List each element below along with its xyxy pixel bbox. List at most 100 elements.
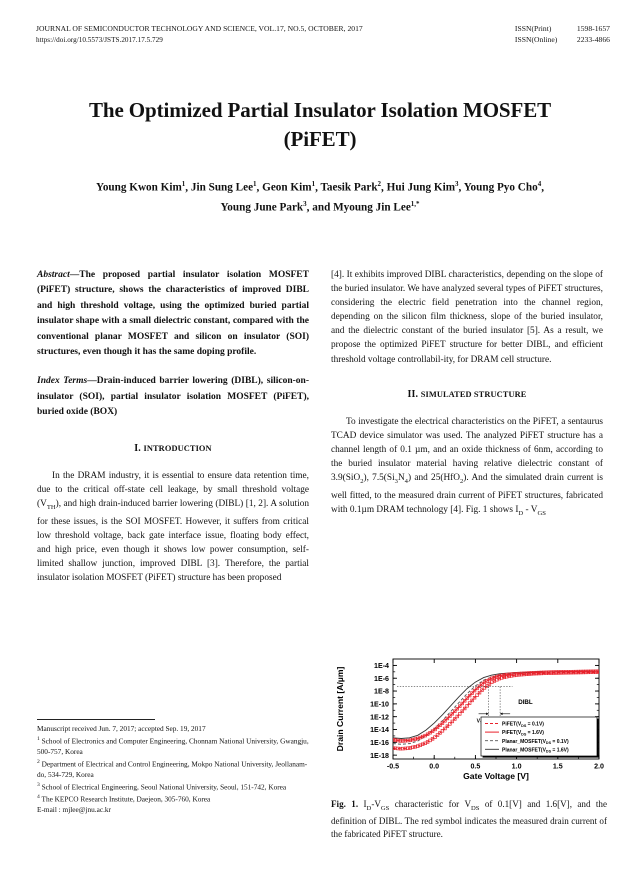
sim-text-f: - V (523, 505, 538, 516)
caption-b: -V (371, 799, 381, 809)
n4-subscript: 4 (404, 477, 408, 485)
x-tick-label: 0.0 (429, 763, 439, 771)
vgs-subscript: GS (537, 510, 546, 518)
footnote-affiliation-1: 1 School of Electronics and Computer Eng… (37, 734, 311, 757)
author-line-1: Young Kwon Kim1, Jin Sung Lee1, Geon Kim… (95, 180, 544, 194)
legend-label: PiFET(VDS = 0.1V) (502, 722, 544, 728)
figure-1-caption: Fig. 1. ID-VGS characteristic for VDS of… (331, 798, 607, 840)
y-tick-label: 1E-4 (374, 662, 389, 670)
series-marker (433, 735, 437, 739)
y-tick-label: 1E-8 (374, 688, 389, 696)
series-marker (596, 670, 599, 674)
paper-title: The Optimized Partial Insulator Isolatio… (88, 98, 552, 151)
series-marker (445, 724, 450, 728)
aff4-text: The KEPCO Research Institute, Daejeon, 3… (39, 794, 211, 804)
series-marker (448, 722, 452, 726)
series-marker (460, 709, 464, 713)
journal-name: JOURNAL OF SEMICONDUCTOR TECHNOLOGY AND … (36, 24, 363, 33)
simulated-structure-paragraph-1: To investigate the electrical characteri… (331, 415, 603, 521)
section-number-ii: II. (407, 388, 421, 400)
issn-online-label: ISSN(Online) (514, 34, 558, 44)
x-tick-label: 1.0 (512, 763, 522, 771)
aff1-marker: 1 (37, 736, 40, 743)
series-marker (465, 696, 469, 700)
caption-d: of 0.1[V] and 1.6[V], and the definition… (331, 799, 608, 839)
index-terms-text: —Drain-induced barrier lowering (DIBL), … (37, 376, 309, 418)
series-marker (445, 716, 450, 721)
aff3-marker: 3 (37, 781, 40, 788)
aff4-marker: 4 (37, 794, 40, 801)
series-marker (460, 701, 464, 706)
series-marker (477, 690, 482, 695)
caption-sub-gs: GS (380, 804, 390, 812)
series-marker (438, 723, 442, 727)
issn-print-label: ISSN(Print) (514, 24, 552, 33)
aff2-marker: 2 (37, 759, 40, 766)
footnote-affiliation-4: 4 The KEPCO Research Institute, Daejeon,… (37, 792, 311, 805)
footnote-email[interactable]: E-mail : mjlee@jnu.ac.kr (37, 805, 111, 815)
series-marker (467, 693, 472, 698)
series-marker (467, 701, 472, 705)
author-line-2: Young June Park3, and Myoung Jin Lee1,* (220, 199, 420, 214)
series-marker (480, 688, 484, 692)
sim-text-c: N (397, 473, 405, 484)
doi-link[interactable]: https://doi.org/10.5573/JSTS.2017.17.5.7… (36, 35, 163, 44)
caption-a: I (358, 799, 367, 809)
series-marker (455, 707, 459, 711)
section-title-simulated-structure: SIMULATED STRUCTURE (420, 389, 527, 399)
section-title-introduction: INTRODUCTION (143, 443, 212, 453)
abstract-paragraph: Abstract—The proposed partial insulator … (37, 268, 309, 360)
section-heading-simulated-structure: II. SIMULATED STRUCTURE (331, 388, 603, 402)
index-terms-paragraph: Index Terms—Drain-induced barrier loweri… (37, 374, 309, 420)
y-tick-label: 1E-6 (374, 675, 389, 683)
y-tick-label: 1E-14 (370, 726, 389, 734)
right-column: [4]. It exhibits improved DIBL character… (331, 268, 603, 521)
footnote-affiliation-3: 3 School of Electrical Engineering, Seou… (37, 780, 311, 793)
series-marker (448, 714, 452, 718)
y-tick-label: 1E-16 (370, 739, 389, 747)
footnote-divider (37, 719, 155, 720)
hfo2-subscript: 2 (459, 477, 464, 485)
series-marker (443, 726, 447, 731)
series-marker (450, 719, 455, 724)
series-marker (430, 729, 435, 733)
issn-online-value: 2233-4866 (576, 34, 610, 44)
running-head: JOURNAL OF SEMICONDUCTOR TECHNOLOGY AND … (36, 24, 610, 45)
x-tick-label: 2.0 (594, 763, 604, 771)
running-head-right: ISSN(Print) 1598-1657 ISSN(Online) 2233-48… (515, 24, 610, 45)
series-marker (433, 727, 437, 732)
caption-sub-ds: DS (471, 804, 480, 812)
series-marker (435, 733, 440, 737)
series-marker (470, 698, 474, 703)
x-tick-label: 0.5 (470, 763, 480, 771)
series-marker (453, 717, 457, 721)
series-marker (485, 684, 489, 688)
footnote-manuscript-dates: Manuscript received Jun. 7, 2017; accept… (37, 724, 206, 733)
series-marker (472, 696, 477, 700)
section-number-i: I. (134, 442, 144, 454)
y-tick-label: 1E-12 (370, 713, 389, 721)
series-marker (462, 706, 467, 711)
id-subscript: D (518, 510, 524, 518)
series-marker (450, 712, 455, 716)
legend-label: Planar_MOSFET(VDS = 1.6V) (502, 747, 569, 753)
dibl-arrow-left-head (486, 712, 489, 716)
series-marker (440, 729, 445, 733)
right-paragraph-1: [4]. It exhibits improved DIBL character… (331, 270, 603, 365)
caption-c: characteristic for V (389, 799, 472, 809)
issn-print-value: 1598-1657 (576, 24, 610, 33)
x-axis-title: Gate Voltage [V] (463, 771, 529, 781)
aff2-text: Department of Electrical and Control Eng… (37, 759, 308, 779)
legend-label: PiFET(VDS = 1.6V) (502, 730, 544, 736)
sio2-subscript: 2 (360, 477, 364, 485)
x-tick-label: 1.5 (553, 763, 563, 771)
series-marker (465, 704, 469, 708)
legend-label: Planar_MOSFET(VDS = 0.1V) (502, 739, 569, 745)
issn-online-row: ISSN(Online) 2233-4866 (515, 35, 610, 46)
caption-sub-d: D (366, 804, 372, 812)
series-marker (455, 714, 459, 719)
series-marker (430, 737, 435, 741)
figure-1-label: Fig. 1. (331, 799, 359, 809)
index-terms-lead: Index Terms (37, 376, 88, 387)
